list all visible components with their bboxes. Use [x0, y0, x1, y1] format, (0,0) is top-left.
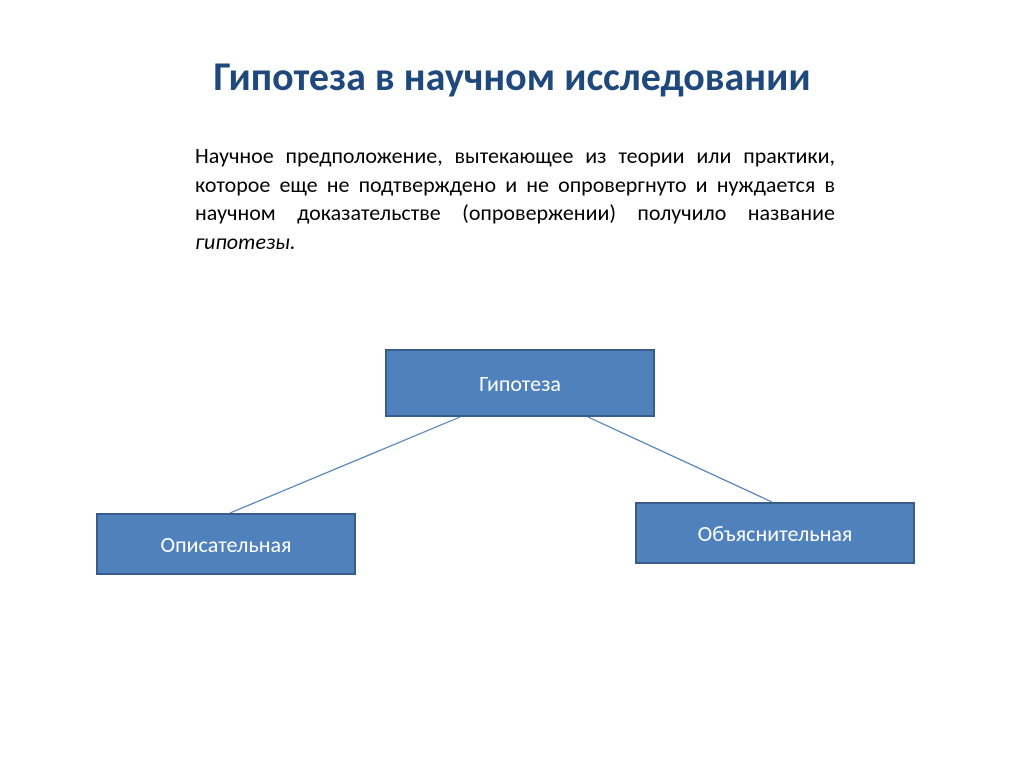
- diagram-node-label: Объяснительная: [698, 520, 853, 547]
- definition-text: Научное предположение, вытекающее из тео…: [195, 142, 835, 226]
- diagram-node-right: Объяснительная: [635, 502, 915, 564]
- connector-root-right: [588, 417, 772, 502]
- slide: Гипотеза в научном исследовании Научное …: [0, 0, 1024, 767]
- connector-root-left: [230, 417, 460, 513]
- diagram-node-left: Описательная: [96, 513, 356, 575]
- definition-paragraph: Научное предположение, вытекающее из тео…: [195, 142, 835, 256]
- slide-title: Гипотеза в научном исследовании: [0, 52, 1024, 101]
- diagram-node-root: Гипотеза: [385, 349, 655, 417]
- definition-term: гипотезы.: [195, 228, 296, 255]
- diagram-node-label: Гипотеза: [479, 370, 561, 397]
- diagram-node-label: Описательная: [161, 531, 292, 558]
